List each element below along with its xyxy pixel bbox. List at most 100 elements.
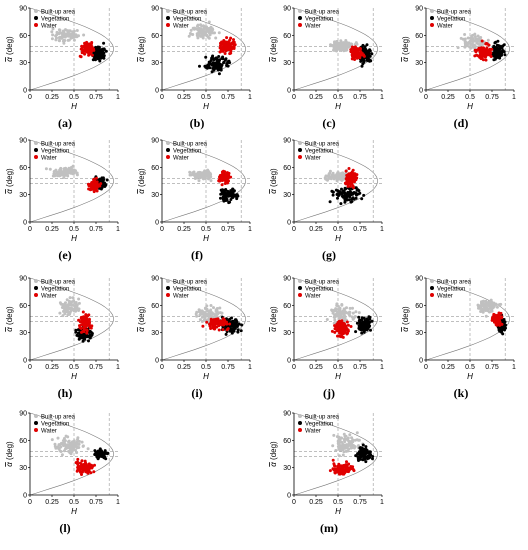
data-point bbox=[208, 33, 212, 37]
legend-label: Vegetation bbox=[173, 16, 201, 22]
data-point bbox=[102, 41, 106, 45]
data-point bbox=[350, 53, 354, 57]
data-point bbox=[219, 68, 223, 72]
data-point bbox=[348, 433, 352, 437]
data-point bbox=[484, 58, 488, 62]
data-point bbox=[361, 324, 365, 328]
data-point bbox=[224, 188, 228, 191]
data-point bbox=[216, 62, 220, 66]
x-tick-label: 0.75 bbox=[89, 499, 103, 506]
data-point bbox=[234, 318, 238, 322]
data-point bbox=[226, 40, 230, 44]
data-point bbox=[71, 30, 75, 34]
data-point bbox=[342, 315, 346, 319]
data-point bbox=[357, 444, 360, 448]
series-built-up-area bbox=[325, 302, 361, 330]
data-point bbox=[104, 49, 108, 53]
data-point bbox=[355, 321, 359, 325]
data-point bbox=[494, 315, 498, 319]
panel-label: (i) bbox=[191, 386, 203, 400]
data-point bbox=[345, 311, 349, 315]
data-point bbox=[335, 304, 339, 307]
scatter-plot: 0 0.25 0.5 0.75 1 0 30 60 90 Hα (deg) Built-up are… bbox=[269, 411, 384, 517]
data-point bbox=[59, 166, 63, 170]
legend-label: Built-up area bbox=[41, 414, 76, 420]
data-point bbox=[221, 173, 225, 177]
data-point bbox=[214, 36, 218, 40]
data-point bbox=[68, 451, 72, 455]
data-point bbox=[368, 59, 371, 63]
data-point bbox=[92, 51, 96, 55]
data-point bbox=[220, 183, 224, 187]
data-point bbox=[334, 314, 338, 317]
panel-label: (c) bbox=[322, 116, 336, 130]
data-point bbox=[202, 25, 206, 28]
data-point bbox=[236, 323, 240, 327]
x-tick-label: 1 bbox=[248, 364, 252, 371]
data-point bbox=[95, 176, 98, 180]
data-point bbox=[81, 310, 85, 314]
data-point bbox=[211, 28, 215, 32]
data-point bbox=[338, 472, 341, 476]
data-point bbox=[44, 167, 48, 171]
data-point bbox=[350, 57, 354, 61]
y-tick-label: 60 bbox=[151, 303, 159, 310]
data-point bbox=[74, 442, 78, 445]
data-point bbox=[359, 446, 363, 450]
legend-marker bbox=[166, 141, 170, 145]
data-point bbox=[489, 55, 493, 58]
panel-label: (m) bbox=[320, 521, 338, 535]
data-point bbox=[487, 307, 491, 311]
data-point bbox=[351, 465, 355, 469]
data-point bbox=[468, 45, 472, 49]
data-point bbox=[82, 334, 86, 338]
data-point bbox=[88, 330, 92, 334]
feasible-region-curve bbox=[293, 277, 378, 361]
legend-label: Built-up area bbox=[41, 141, 76, 147]
data-point bbox=[79, 47, 83, 51]
legend-label: Water bbox=[41, 23, 57, 29]
data-point bbox=[370, 52, 374, 56]
data-point bbox=[484, 309, 488, 312]
data-point bbox=[78, 54, 82, 58]
data-point bbox=[365, 43, 369, 47]
series-built-up-area bbox=[50, 434, 90, 457]
data-point bbox=[75, 29, 79, 32]
legend-marker bbox=[34, 23, 38, 27]
y-tick-label: 0 bbox=[287, 88, 291, 95]
data-point bbox=[456, 46, 460, 50]
feasible-region-curve bbox=[293, 412, 378, 496]
data-point bbox=[219, 47, 223, 51]
data-point bbox=[334, 326, 338, 329]
data-point bbox=[371, 455, 375, 458]
data-point bbox=[102, 456, 106, 460]
data-point bbox=[81, 470, 84, 474]
data-point bbox=[362, 455, 366, 459]
data-point bbox=[216, 68, 220, 72]
data-point bbox=[230, 324, 234, 327]
x-tick-label: 0.5 bbox=[333, 94, 343, 101]
scatter-plot: 0 0.25 0.5 0.75 1 0 30 60 90 Hα (deg) Built-up are… bbox=[269, 6, 384, 112]
x-axis-label: H bbox=[467, 372, 473, 381]
data-point bbox=[365, 317, 369, 321]
data-point bbox=[325, 318, 329, 321]
y-tick-label: 90 bbox=[19, 138, 27, 145]
data-point bbox=[344, 193, 348, 197]
data-point bbox=[364, 49, 367, 52]
x-tick-label: 0.25 bbox=[441, 94, 455, 101]
x-tick-label: 0.75 bbox=[353, 364, 367, 371]
data-point bbox=[364, 445, 368, 449]
y-tick-label: 60 bbox=[151, 165, 159, 172]
data-point bbox=[351, 311, 355, 315]
legend-marker bbox=[34, 414, 38, 418]
data-point bbox=[85, 328, 89, 332]
data-point bbox=[228, 322, 232, 326]
data-point bbox=[221, 43, 225, 46]
data-point bbox=[87, 53, 91, 57]
data-point bbox=[80, 459, 84, 463]
